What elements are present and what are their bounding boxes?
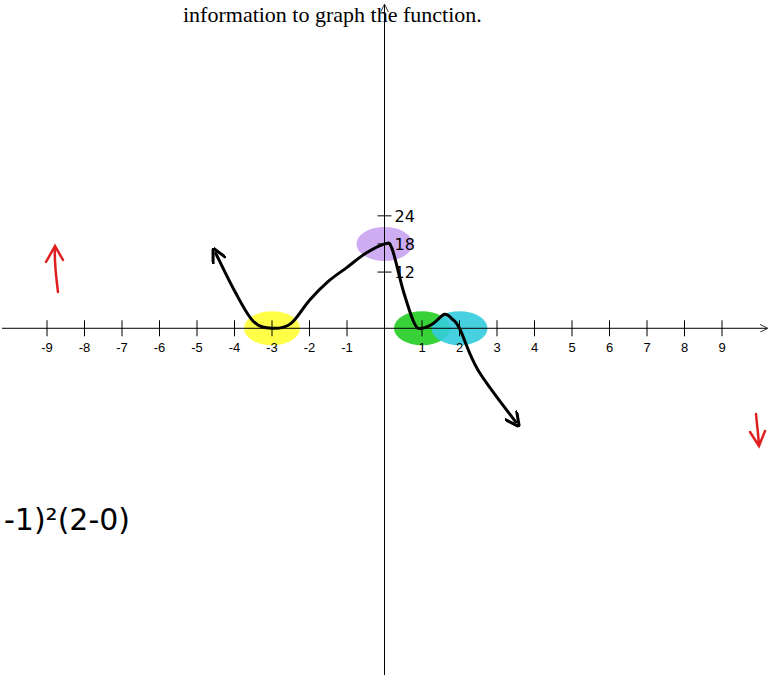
x-tick-label: 6 [606,340,613,355]
x-tick [309,320,310,336]
y-axis [384,5,385,675]
x-tick-label: -6 [154,340,166,355]
x-tick-label: 2 [456,340,463,355]
x-tick-label: 5 [568,340,575,355]
x-tick-label: -9 [41,340,53,355]
curve-group [216,243,516,422]
end-arrow-right [750,414,765,446]
x-tick-label: -7 [116,340,128,355]
x-tick [159,320,160,336]
x-tick-label: -5 [191,340,203,355]
instruction-text: information to graph the function. [183,2,482,27]
chart: -9-8-7-6-5-4-3-2-1123456789121824informa… [0,0,772,683]
x-tick [609,320,610,336]
y-tick-label: 18 [395,235,415,254]
x-tick-label: 7 [643,340,650,355]
x-tick [347,320,348,336]
x-tick-label: 3 [493,340,500,355]
x-tick [197,320,198,336]
x-tick [572,320,573,336]
function-curve [216,243,516,422]
x-tick-label: -4 [229,340,241,355]
x-tick-label: -1 [341,340,353,355]
x-tick [47,320,48,336]
x-tick-label: -2 [304,340,316,355]
x-tick-label: -8 [79,340,91,355]
x-tick [534,320,535,336]
x-tick-label: 9 [718,340,725,355]
end-arrow-left [46,246,63,292]
y-tick [378,272,392,273]
x-tick [84,320,85,336]
x-tick-label: -3 [266,340,278,355]
x-tick-label: 8 [681,340,688,355]
x-tick [122,320,123,336]
x-tick-label: 4 [531,340,538,355]
y-tick [378,215,392,216]
handwritten-note: -1)²(2-0) [4,502,130,537]
x-tick [497,320,498,336]
x-tick-label: 1 [418,340,425,355]
y-tick-label: 24 [395,207,415,226]
x-tick [234,320,235,336]
x-tick [722,320,723,336]
x-tick [684,320,685,336]
x-tick [647,320,648,336]
